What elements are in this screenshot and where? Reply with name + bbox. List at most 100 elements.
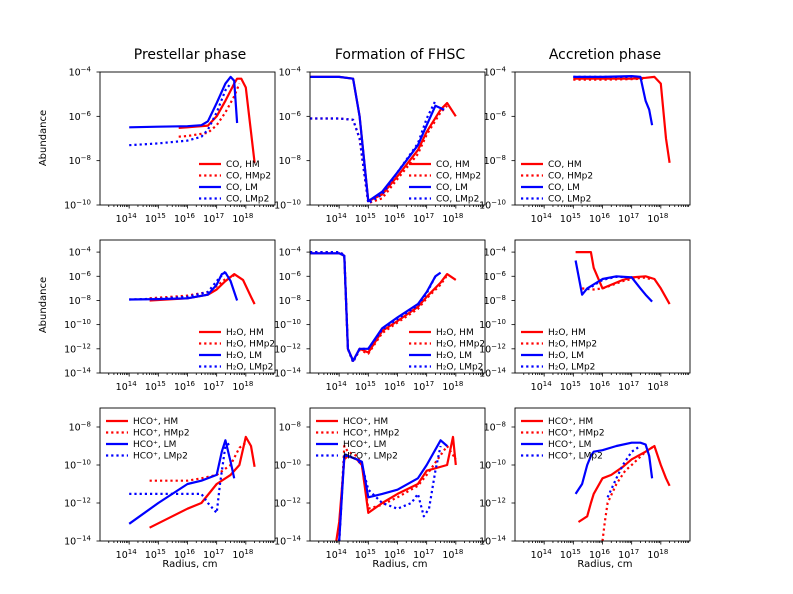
y-tick-label: 10−10 [274, 318, 301, 331]
x-tick-label: 1015 [560, 380, 581, 393]
series-line-co-lm [310, 75, 445, 203]
x-tick-label: 1018 [647, 380, 668, 393]
y-tick-label: 10−10 [479, 199, 506, 212]
legend-label: HCO⁺, HM [548, 417, 593, 427]
plot-frame [514, 71, 691, 206]
legend-label: H₂O, LMp2 [436, 363, 483, 373]
x-tick-label: 1018 [232, 548, 253, 561]
x-axis-title-col2: Radius, cm [372, 559, 427, 570]
legend-label: CO, LMp2 [436, 195, 479, 205]
legend-label: HCO⁺, HMp2 [548, 429, 605, 439]
x-tick-label: 1017 [413, 212, 434, 225]
series-line-co-hm [310, 75, 457, 203]
panel-3-3: 1014 1015 1016 1017 1018 10−14 10−12 10−10 10−8 H… [479, 407, 691, 561]
panel-3-1: 1014 1015 1016 1017 1018 10−14 10−12 10−10 10−8 H… [64, 407, 276, 561]
panel-2-3: 1014 1015 1016 1017 1018 10−14 10−12 10−10 10−8 1… [479, 239, 691, 393]
x-tick-label: 1015 [355, 212, 376, 225]
legend-label: HCO⁺, HM [343, 417, 388, 427]
y-tick-label: 10−14 [64, 535, 91, 548]
legend-label: H₂O, LM [226, 351, 262, 361]
x-tick-label: 1016 [174, 380, 196, 393]
legend-label: HCO⁺, LMp2 [343, 452, 398, 462]
y-axis-title-row2: Abundance [38, 277, 49, 333]
y-tick-label: 10−12 [479, 497, 506, 510]
x-tick-label: 1017 [203, 380, 224, 393]
series-line-co-lmp2 [310, 100, 437, 205]
legend-label: H₂O, LM [548, 351, 584, 361]
y-tick-label: 10−14 [274, 535, 301, 548]
x-tick-label: 1015 [145, 212, 166, 225]
legend-label: HCO⁺, HMp2 [133, 429, 190, 439]
panel-2-2: 1014 1015 1016 1017 1018 10−14 10−12 10−10 10−8 1… [274, 239, 486, 393]
legend-label: CO, LMp2 [548, 195, 591, 205]
x-tick-label: 1015 [145, 548, 166, 561]
x-tick-label: 1018 [647, 548, 668, 561]
legend-label: CO, HM [548, 160, 582, 170]
y-tick-label: 10−10 [479, 318, 506, 331]
x-tick-label: 1016 [384, 548, 406, 561]
panel-1-3: 1014 1015 1016 1017 1018 10−10 10−8 10−6 10−4 CO,… [479, 66, 691, 225]
panel-1-2: 1014 1015 1016 1017 1018 10−10 10−8 10−6 10−4 CO,… [274, 66, 486, 225]
x-tick-label: 1017 [618, 548, 639, 561]
legend-label: H₂O, HM [226, 328, 264, 338]
x-tick-label: 1015 [355, 548, 376, 561]
legend-label: H₂O, LM [436, 351, 472, 361]
x-tick-label: 1018 [442, 548, 463, 561]
x-tick-label: 1018 [647, 212, 668, 225]
series-line-h2o-hm [310, 252, 457, 362]
y-tick-label: 10−8 [279, 294, 301, 307]
y-tick-label: 10−8 [484, 154, 506, 167]
panels: 1014 1015 1016 1017 1018 10−10 10−8 10−6 10−4 CO,… [64, 66, 691, 561]
y-tick-label: 10−6 [279, 270, 302, 283]
panel-2-1: 1014 1015 1016 1017 1018 10−14 10−12 10−10 10−8 1… [64, 239, 276, 393]
y-tick-label: 10−4 [279, 66, 302, 79]
plot-frame [514, 239, 691, 374]
y-tick-label: 10−10 [64, 318, 91, 331]
x-tick-label: 1016 [384, 380, 406, 393]
x-tick-label: 1016 [589, 548, 611, 561]
x-tick-label: 1017 [413, 380, 434, 393]
y-tick-label: 10−4 [484, 66, 507, 79]
y-tick-label: 10−12 [274, 342, 301, 355]
y-tick-label: 10−10 [64, 459, 91, 472]
panel-1-1: 1014 1015 1016 1017 1018 10−10 10−8 10−6 10−4 CO,… [64, 66, 276, 225]
y-tick-label: 10−8 [484, 294, 506, 307]
legend-label: CO, LMp2 [226, 195, 269, 205]
y-tick-label: 10−8 [69, 421, 91, 434]
series-line-co-hmp2 [310, 105, 448, 205]
x-tick-label: 1014 [326, 548, 348, 561]
x-tick-label: 1014 [326, 380, 348, 393]
legend-label: H₂O, LMp2 [548, 363, 595, 373]
legend-label: H₂O, LMp2 [226, 363, 273, 373]
series-line-h2o-lm [574, 260, 653, 303]
x-tick-label: 1014 [116, 212, 138, 225]
legend-label: H₂O, HMp2 [548, 340, 597, 350]
x-tick-label: 1014 [326, 212, 348, 225]
x-tick-label: 1017 [203, 212, 224, 225]
y-tick-label: 10−14 [64, 367, 91, 380]
y-tick-label: 10−4 [484, 246, 507, 259]
x-tick-label: 1016 [174, 212, 196, 225]
legend-label: CO, LM [548, 183, 580, 193]
y-tick-label: 10−8 [279, 421, 301, 434]
series-line-h2o-hmp2 [581, 276, 653, 291]
x-tick-label: 1016 [589, 380, 611, 393]
x-tick-label: 1014 [531, 380, 553, 393]
x-tick-label: 1018 [232, 212, 253, 225]
series-line-co-hm [178, 77, 256, 163]
y-tick-label: 10−6 [69, 270, 92, 283]
x-axis-title-col1: Radius, cm [162, 559, 217, 570]
x-tick-label: 1015 [355, 380, 376, 393]
x-tick-label: 1014 [116, 548, 138, 561]
legend-label: CO, LM [226, 183, 258, 193]
y-tick-label: 10−8 [69, 154, 91, 167]
legend-label: H₂O, HMp2 [436, 340, 485, 350]
legend-label: HCO⁺, LMp2 [548, 452, 603, 462]
y-tick-label: 10−8 [484, 421, 506, 434]
legend-label: HCO⁺, LM [133, 440, 176, 450]
x-tick-label: 1017 [203, 548, 224, 561]
